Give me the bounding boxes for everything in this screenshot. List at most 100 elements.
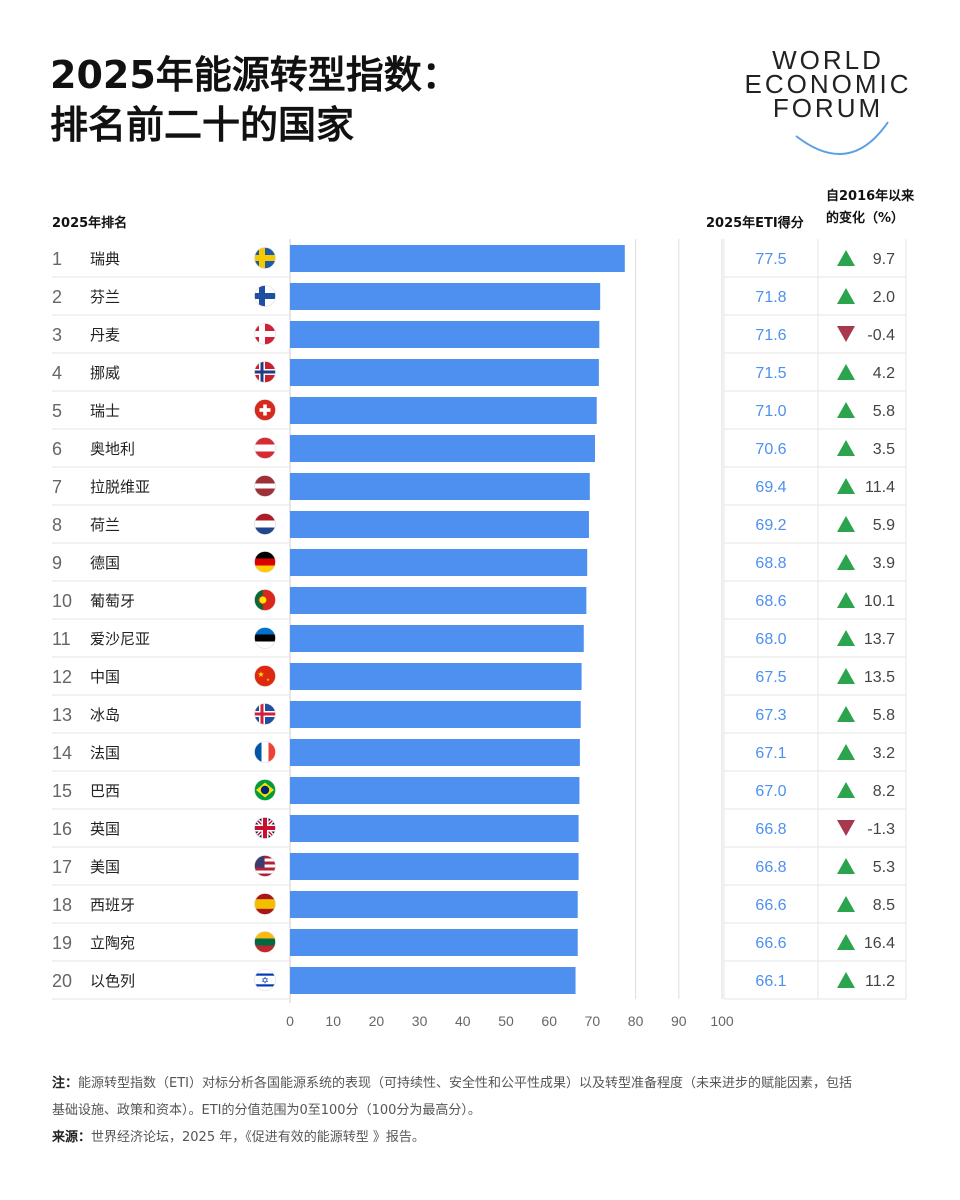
x-tick-label: 50 [498,1013,514,1029]
flag-part [254,938,276,946]
flag-part [254,444,276,452]
up-triangle-icon [837,896,855,912]
score-label: 67.0 [755,783,786,800]
flag-part [254,437,276,445]
finland-flag-icon [254,285,276,307]
country-label: 德国 [90,554,120,572]
flag-part [254,451,276,459]
table-row: 14 法国 67.1 3.2 [52,739,906,772]
flag-star: ★ [266,677,270,682]
score-bar [290,929,578,956]
flag-body [254,285,276,307]
flag-part [268,741,276,763]
table-row: 13 冰岛 67.3 5.8 [52,701,906,734]
flag-part [254,565,276,573]
flag-body [254,475,276,497]
lithuania-flag-icon [254,931,276,953]
flag-outline [254,285,276,307]
up-triangle-icon [837,744,855,760]
flag-part [254,370,276,374]
change-label: 5.8 [873,403,895,420]
rank-label: 18 [52,895,72,915]
rank-label: 17 [52,857,72,877]
x-tick-label: 0 [286,1013,294,1029]
rank-label: 3 [52,325,62,345]
title-line-2: 排名前二十的国家 [50,103,355,147]
rank-label: 1 [52,249,62,269]
flag-part [263,817,267,839]
flag-part [254,513,276,521]
table-row: 7 拉脱维亚 69.4 11.4 [52,473,906,506]
footnotes: 注：能源转型指数（ETI）对标分析各国能源系统的表现（可持续性、安全性和公平性成… [52,1070,852,1151]
rank-label: 8 [52,515,62,535]
score-bar [290,283,601,310]
flag-body [254,513,276,535]
flag-body [254,551,276,573]
score-label: 66.6 [755,935,786,952]
flag-part [254,483,276,489]
flag-body [254,703,276,725]
rank-label: 15 [52,781,72,801]
x-tick-label: 40 [455,1013,471,1029]
table-row: 8 荷兰 69.2 5.9 [52,511,906,544]
table-row: 16 英国 66.8 -1.3 [52,815,906,848]
logo-arc-icon [795,121,889,155]
up-triangle-icon [837,782,855,798]
flag-outline [254,817,276,839]
flag-outline [254,399,276,421]
flag-body [254,893,276,915]
change-label: 9.7 [873,251,895,268]
flag-part [254,634,276,642]
up-triangle-icon [837,478,855,494]
score-label: 67.1 [755,745,786,762]
change-label: 3.9 [873,555,895,572]
flag-part [254,861,276,865]
change-label: 5.8 [873,707,895,724]
flag-outline [254,475,276,497]
score-header: 2025年ETI得分 [706,216,804,231]
score-label: 66.8 [755,859,786,876]
flag-outline [254,589,276,611]
score-bar [290,815,579,842]
up-triangle-icon [837,706,855,722]
flag-body: ★★ [254,665,276,687]
logo-line-1: WORLD [772,45,884,75]
switzerland-flag-icon [254,399,276,421]
flag-body: ✡ [254,969,276,991]
country-label: 瑞典 [90,250,120,268]
x-tick-label: 100 [710,1013,734,1029]
up-triangle-icon [837,592,855,608]
note-paragraph: 注：能源转型指数（ETI）对标分析各国能源系统的表现（可持续性、安全性和公平性成… [52,1070,852,1124]
flag-part [254,712,276,716]
up-triangle-icon [837,934,855,950]
score-bar [290,321,600,348]
up-triangle-icon [837,630,855,646]
change-label: 10.1 [864,593,895,610]
change-label: 3.5 [873,441,895,458]
flag-part [254,527,276,535]
flag-part [254,665,276,687]
score-bar [290,587,587,614]
country-label: 挪威 [90,364,120,382]
country-label: 荷兰 [90,516,120,534]
latvia-flag-icon [254,475,276,497]
up-triangle-icon [837,858,855,874]
rank-label: 13 [52,705,72,725]
flag-part [254,867,276,871]
flag-body [254,361,276,383]
table-row: 9 德国 68.8 3.9 [52,549,906,582]
flag-outline [254,551,276,573]
score-bar [290,511,589,538]
flag-part [261,741,269,763]
flag-part [254,931,276,939]
usa-flag-icon [254,855,276,877]
country-label: 立陶宛 [90,934,135,952]
table-row: 12 中国 ★★ 67.5 13.5 [52,663,906,696]
flag-outline [254,855,276,877]
score-label: 71.8 [755,289,786,306]
spain-flag-icon [254,893,276,915]
israel-flag-icon: ✡ [254,969,276,991]
score-bar [290,663,582,690]
up-triangle-icon [837,440,855,456]
denmark-flag-icon [254,323,276,345]
